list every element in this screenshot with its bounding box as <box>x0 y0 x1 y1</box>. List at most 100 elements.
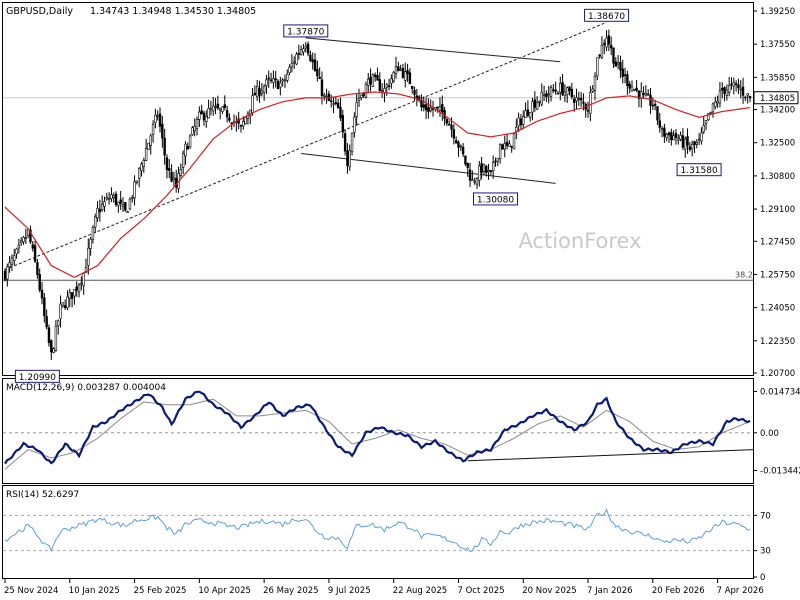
candle-body <box>399 68 402 71</box>
candle-body <box>31 244 34 249</box>
candle-body <box>614 61 618 67</box>
candle-body <box>725 89 729 96</box>
candle-body <box>392 72 395 82</box>
candle-body <box>242 121 245 127</box>
candle-body <box>653 103 657 106</box>
candle-body <box>746 93 749 96</box>
candle-body <box>411 85 414 89</box>
candle-body <box>704 120 708 124</box>
candle-body <box>498 144 502 160</box>
candle-body <box>316 68 319 77</box>
candle-body <box>279 82 282 88</box>
price-annotation-label: 1.30080 <box>477 195 514 205</box>
macd-label: MACD(12,26,9) 0.003287 0.004004 <box>6 383 166 393</box>
candle-body <box>302 48 305 53</box>
candle-body <box>445 118 449 124</box>
candle-body <box>681 135 685 148</box>
candle-body <box>135 180 139 183</box>
candle-body <box>413 89 416 95</box>
candle-body <box>707 113 710 121</box>
candle-body <box>209 108 213 110</box>
candle-body <box>672 135 675 141</box>
price-y-tick-label: 1.35850 <box>760 73 795 83</box>
candle-body <box>253 92 257 96</box>
candle-body <box>503 143 506 150</box>
candle-body <box>94 216 97 228</box>
candle-body <box>40 290 44 299</box>
channel-lower-line <box>301 152 556 184</box>
price-y-tick-label: 1.20700 <box>760 369 795 379</box>
candle-body <box>290 63 294 68</box>
candle-body <box>390 78 393 84</box>
candle-body <box>529 112 532 118</box>
candle-body <box>117 202 120 206</box>
rsi-y-tick-label: 30 <box>760 547 771 557</box>
candle-body <box>191 127 194 136</box>
candle-body <box>633 88 636 91</box>
candle-body <box>124 202 127 211</box>
candle-body <box>17 244 21 249</box>
candle-body <box>547 93 550 96</box>
candle-body <box>563 91 567 96</box>
candle-body <box>131 197 134 199</box>
candle-body <box>156 114 159 117</box>
candle-body <box>364 83 368 98</box>
candle-body <box>114 193 118 206</box>
price-y-tick-label: 1.24050 <box>760 304 795 314</box>
candle-body <box>730 83 733 86</box>
candle-body <box>371 74 375 87</box>
candle-body <box>677 138 680 141</box>
candle-body <box>318 76 321 80</box>
candle-body <box>70 292 74 299</box>
candle-body <box>311 59 314 63</box>
candle-body <box>105 197 109 200</box>
candle-body <box>505 141 509 146</box>
candle-body <box>168 168 171 171</box>
candle-body <box>471 179 474 181</box>
candle-body <box>293 61 296 64</box>
candle-body <box>357 97 361 101</box>
candle-body <box>489 170 493 173</box>
candle-body <box>737 84 740 89</box>
moving-average-line <box>4 91 751 279</box>
candle-body <box>734 83 738 85</box>
rsi-pane <box>2 485 754 579</box>
candle-body <box>686 136 689 146</box>
x-tick-label: 9 Jul 2025 <box>328 586 371 596</box>
rsi-series-layer <box>3 508 753 553</box>
price-annotation-box <box>472 192 518 206</box>
candle-body <box>732 82 736 87</box>
candle-body <box>656 106 659 121</box>
candle-body <box>260 90 264 94</box>
candle-body <box>454 140 458 144</box>
candle-body <box>306 43 310 54</box>
x-tick-label: 26 May 2025 <box>263 586 318 596</box>
candle-body <box>448 123 451 126</box>
candle-body <box>91 227 95 241</box>
candle-body <box>367 78 370 86</box>
candle-body <box>216 103 220 109</box>
candle-body <box>59 303 62 319</box>
candle-body <box>244 117 247 125</box>
macd-signal-line <box>4 398 751 470</box>
candle-body <box>98 209 102 213</box>
candle-body <box>623 74 627 76</box>
candle-body <box>626 74 629 86</box>
candle-body <box>420 99 423 108</box>
candle-body <box>660 128 664 130</box>
candle-body <box>343 133 347 152</box>
candle-body <box>172 177 176 180</box>
candle-body <box>450 124 453 130</box>
candle-body <box>380 90 384 92</box>
candle-body <box>272 78 275 83</box>
candle-body <box>281 79 284 82</box>
x-tick-label: 7 Jan 2026 <box>587 586 633 596</box>
candle-body <box>163 137 166 156</box>
watermark: ActionForex <box>518 229 641 253</box>
candle-body <box>670 132 673 141</box>
candle-body <box>485 165 488 173</box>
x-tick-label: 25 Nov 2024 <box>4 586 58 596</box>
candle-body <box>644 93 648 96</box>
candle-body <box>542 94 546 96</box>
candle-body <box>635 87 638 91</box>
